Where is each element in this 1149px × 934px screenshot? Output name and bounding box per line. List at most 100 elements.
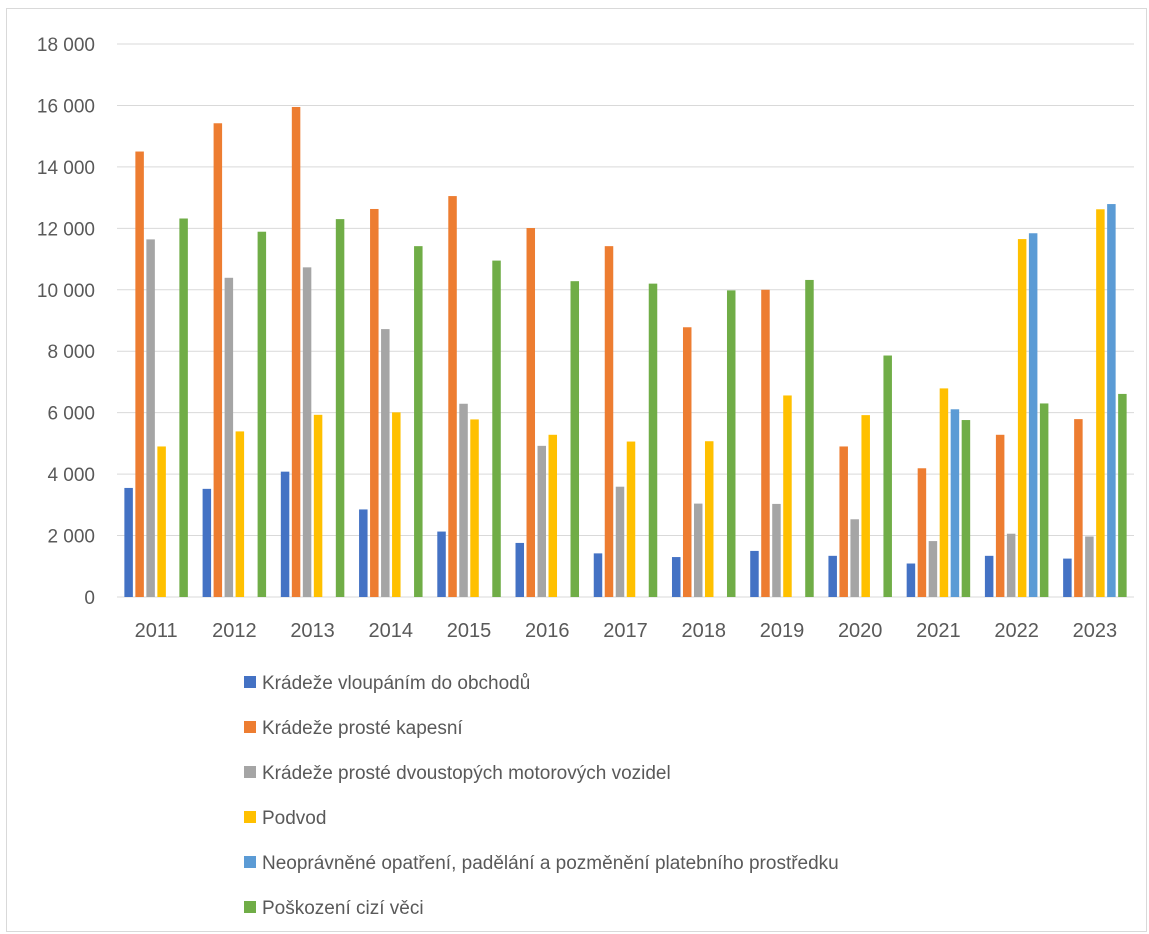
bar (459, 403, 468, 597)
bar (626, 441, 636, 597)
bar (515, 542, 525, 597)
bar (839, 446, 848, 597)
bar (950, 409, 960, 597)
bar (828, 555, 837, 597)
bar (761, 289, 770, 597)
bars (124, 106, 1127, 598)
x-tick-label: 2017 (603, 620, 648, 642)
bar (1039, 403, 1049, 597)
bar (906, 563, 916, 597)
bar (146, 239, 155, 598)
x-tick-label: 2012 (212, 620, 257, 642)
bar (1118, 393, 1127, 597)
y-tick-label: 0 (84, 588, 95, 609)
bar (392, 412, 401, 597)
x-tick-label: 2014 (369, 620, 414, 642)
bar (593, 553, 603, 597)
legend-swatch (244, 766, 256, 778)
legend-item: Krádeže vloupáním do obchodů (244, 673, 530, 694)
x-tick-label: 2023 (1073, 620, 1118, 642)
x-tick-label: 2018 (681, 620, 726, 642)
legend-item: Neoprávněné opatření, padělání a pozměně… (244, 853, 839, 874)
bar (179, 218, 188, 597)
bar (772, 503, 781, 597)
bar (470, 419, 479, 597)
y-tick-label: 4 000 (47, 465, 95, 486)
chart-area: 0 2 000 4 000 6 000 8 000 10 000 12 000 14 000 1… (6, 8, 1147, 932)
y-tick-label: 14 000 (37, 158, 95, 179)
legend-label: Neoprávněné opatření, padělání a pozměně… (262, 853, 839, 874)
bar (693, 503, 703, 597)
legend-item: Krádeže prosté dvoustopých motorových vo… (244, 763, 671, 784)
bar (615, 486, 625, 597)
bar (861, 415, 870, 597)
bar (414, 246, 423, 597)
y-axis-tick-labels: 0 2 000 4 000 6 000 8 000 10 000 12 000 14 000 1… (37, 35, 95, 609)
gridlines (117, 43, 1134, 598)
bar (135, 151, 144, 597)
x-tick-label: 2015 (447, 620, 492, 642)
y-tick-label: 10 000 (37, 281, 95, 302)
x-tick-label: 2019 (760, 620, 805, 642)
bar (224, 277, 234, 597)
bar (648, 283, 658, 597)
legend-swatch (244, 721, 256, 733)
bar (704, 441, 714, 597)
legend-item: Poškození cizí věci (244, 898, 424, 919)
bar (157, 446, 166, 597)
y-tick-label: 8 000 (47, 342, 95, 363)
bar (437, 531, 446, 597)
bar (1063, 558, 1072, 597)
bar (381, 329, 390, 597)
bar (302, 267, 312, 597)
bar (235, 431, 245, 597)
y-tick-label: 2 000 (47, 527, 95, 548)
bar-chart: 0 2 000 4 000 6 000 8 000 10 000 12 000 14 000 1… (37, 35, 1134, 919)
x-tick-label: 2013 (290, 620, 335, 642)
legend-label: Krádeže prosté dvoustopých motorových vo… (262, 763, 671, 784)
bar (213, 123, 223, 597)
bar (850, 519, 859, 597)
bar (1006, 533, 1016, 597)
bar (448, 196, 457, 597)
legend-item: Krádeže prosté kapesní (244, 718, 463, 739)
y-tick-label: 6 000 (47, 404, 95, 425)
bar (984, 555, 994, 597)
bar (805, 279, 814, 597)
bar (124, 487, 133, 597)
legend-swatch (244, 856, 256, 868)
y-tick-label: 18 000 (37, 35, 95, 56)
bar (682, 327, 692, 597)
bar (671, 557, 681, 597)
legend-label: Podvod (262, 808, 326, 829)
y-tick-label: 12 000 (37, 219, 95, 240)
bar (1028, 233, 1038, 597)
bar (359, 509, 368, 597)
bar (291, 106, 301, 597)
bar (335, 219, 345, 597)
x-axis-tick-labels: 2011 2012 2013 2014 2015 2016 2017 2018 2019 2020… (135, 620, 1118, 642)
bar (961, 420, 971, 597)
bar (526, 228, 536, 597)
bar (928, 541, 938, 597)
x-tick-label: 2016 (525, 620, 570, 642)
bar (280, 471, 290, 597)
x-tick-label: 2020 (838, 620, 883, 642)
x-tick-label: 2021 (916, 620, 961, 642)
y-tick-label: 16 000 (37, 96, 95, 117)
bar (1085, 536, 1094, 597)
legend-swatch (244, 811, 256, 823)
legend: Krádeže vloupáním do obchodů Krádeže pros… (244, 673, 839, 919)
bar (995, 434, 1005, 597)
legend-item: Podvod (244, 808, 326, 829)
legend-label: Krádeže prosté kapesní (262, 718, 463, 739)
bar (1017, 239, 1027, 597)
bar (883, 355, 892, 597)
bar (548, 434, 558, 597)
legend-swatch (244, 901, 256, 913)
legend-label: Poškození cizí věci (262, 898, 424, 919)
bar (939, 388, 949, 597)
bar (917, 468, 927, 597)
bar (604, 246, 614, 597)
bar (570, 281, 580, 597)
